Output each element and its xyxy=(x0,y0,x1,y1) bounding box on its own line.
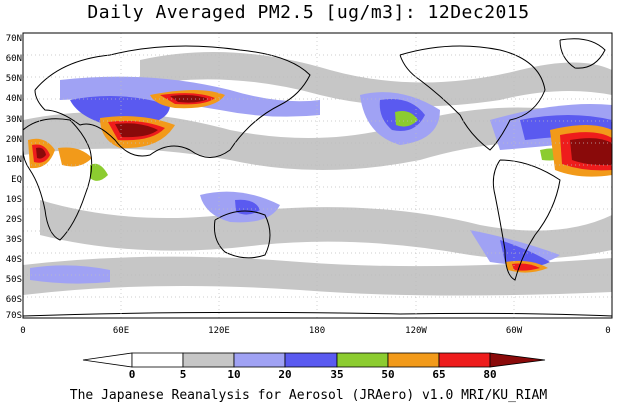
lat-tick-70n: 70N xyxy=(5,34,22,44)
colorbar-label-0: 0 xyxy=(128,368,136,381)
lon-tick-120e: 120E xyxy=(208,326,230,336)
lon-tick-0: 0 xyxy=(20,326,26,336)
lat-tick-60s: 60S xyxy=(5,295,22,305)
colorbar-label-20: 20 xyxy=(278,368,292,381)
plot-frame xyxy=(22,32,613,319)
map-title: Daily Averaged PM2.5 [ug/m3]: 12Dec2015 xyxy=(87,2,530,23)
lon-tick-180: 180 xyxy=(308,326,326,336)
colorbar-label-35: 35 xyxy=(330,368,344,381)
colorbar-label-50: 50 xyxy=(381,368,395,381)
lat-tick-30s: 30S xyxy=(5,235,22,245)
colorbar-label-10: 10 xyxy=(227,368,241,381)
colorbar-label-5: 5 xyxy=(179,368,187,381)
lat-tick-10n: 10N xyxy=(5,155,22,165)
pm25-field xyxy=(23,52,612,296)
lat-tick-10s: 10S xyxy=(5,195,22,205)
lat-tick-30n: 30N xyxy=(5,115,22,125)
lat-tick-50s: 50S xyxy=(5,275,22,285)
lat-tick-eq: EQ xyxy=(11,175,22,185)
colorbar xyxy=(82,352,546,368)
lat-tick-70s: 70S xyxy=(5,311,22,321)
lon-tick-120w: 120W xyxy=(405,326,427,336)
lat-tick-50n: 50N xyxy=(5,74,22,84)
lat-tick-40n: 40N xyxy=(5,94,22,104)
lon-tick-60w: 60W xyxy=(505,326,523,336)
lat-tick-20s: 20S xyxy=(5,215,22,225)
footer-credit: The Japanese Reanalysis for Aerosol (JRA… xyxy=(69,388,548,403)
lon-tick-0-east: 0 xyxy=(605,326,611,336)
coastlines xyxy=(22,38,613,317)
lat-tick-20n: 20N xyxy=(5,135,22,145)
lat-tick-40s: 40S xyxy=(5,255,22,265)
colorbar-label-65: 65 xyxy=(432,368,446,381)
colorbar-label-80: 80 xyxy=(483,368,497,381)
lat-tick-60n: 60N xyxy=(5,54,22,64)
lon-tick-60e: 60E xyxy=(112,326,130,336)
